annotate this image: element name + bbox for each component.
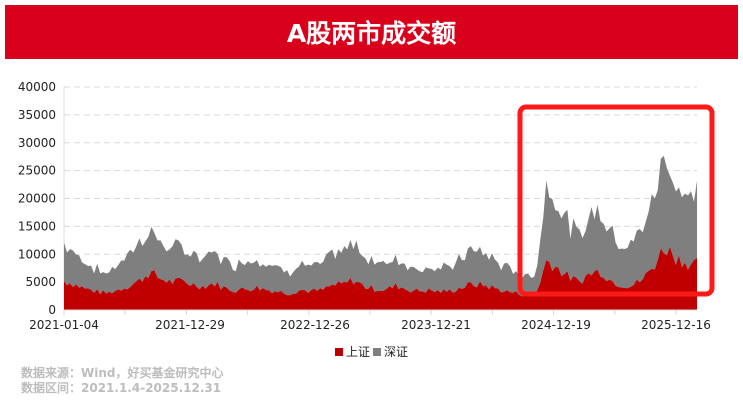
svg-text:25000: 25000: [18, 164, 56, 178]
legend: 上证 深证: [0, 343, 743, 360]
svg-text:5000: 5000: [25, 275, 56, 289]
svg-text:2025-12-16: 2025-12-16: [641, 318, 711, 332]
stacked-areas: [64, 155, 697, 310]
svg-text:35000: 35000: [18, 108, 56, 122]
svg-text:2022-12-26: 2022-12-26: [280, 318, 350, 332]
highlight-box: [517, 104, 715, 297]
area-shenzhen: [64, 155, 697, 297]
legend-swatch-shenzhen: [373, 347, 381, 356]
y-axis: 0 5000 10000 15000 20000 25000 30000 35000 40000: [18, 80, 65, 317]
source-line: 数据来源：Wind，好买基金研究中心: [21, 366, 224, 380]
legend-item-shanghai[interactable]: 上证: [334, 343, 370, 360]
svg-text:40000: 40000: [18, 80, 56, 94]
legend-item-shenzhen[interactable]: 深证: [373, 343, 408, 360]
svg-text:2021-01-04: 2021-01-04: [29, 318, 99, 332]
svg-text:20000: 20000: [18, 192, 56, 206]
svg-text:0: 0: [48, 303, 56, 317]
svg-text:2024-12-19: 2024-12-19: [521, 318, 591, 332]
svg-text:15000: 15000: [18, 219, 56, 233]
x-axis: 2021-01-04 2021-12-29 2022-12-26 2023-12-21…: [29, 309, 711, 332]
svg-text:30000: 30000: [18, 136, 56, 150]
chart-title: A股两市成交额: [286, 19, 457, 48]
chart-title-bar: A股两市成交额: [5, 5, 738, 59]
date-range-line: 数据区间：2021.1.4-2025.12.31: [21, 381, 222, 395]
legend-swatch-shanghai: [334, 347, 343, 356]
svg-text:2021-12-29: 2021-12-29: [155, 318, 225, 332]
legend-label-shanghai: 上证: [345, 345, 370, 359]
svg-text:10000: 10000: [18, 247, 56, 261]
svg-text:2023-12-21: 2023-12-21: [401, 318, 471, 332]
legend-label-shenzhen: 深证: [384, 345, 409, 359]
source-note: 数据来源：Wind，好买基金研究中心 数据区间：2021.1.4-2025.12…: [21, 366, 223, 396]
